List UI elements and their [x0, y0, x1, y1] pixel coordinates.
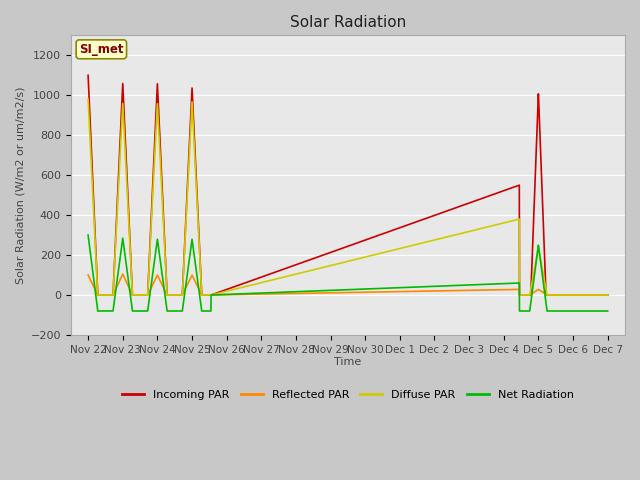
Line: Reflected PAR: Reflected PAR [88, 274, 608, 295]
Diffuse PAR [94, 292, 102, 298]
Net Radiation [84, 232, 92, 238]
Diffuse PAR [604, 292, 612, 298]
Reflected PAR [94, 292, 102, 298]
Incoming PAR [175, 292, 182, 298]
Net Radiation [284, 289, 291, 295]
Reflected PAR [307, 290, 314, 296]
Line: Incoming PAR: Incoming PAR [88, 75, 608, 295]
Net Radiation [604, 308, 612, 314]
Incoming PAR [604, 292, 612, 298]
Reflected PAR [604, 292, 612, 298]
Diffuse PAR [284, 273, 291, 279]
Legend: Incoming PAR, Reflected PAR, Diffuse PAR, Net Radiation: Incoming PAR, Reflected PAR, Diffuse PAR… [118, 385, 579, 404]
Incoming PAR [306, 257, 314, 263]
Incoming PAR [284, 265, 291, 271]
Diffuse PAR [306, 268, 314, 274]
Net Radiation [538, 267, 545, 273]
Incoming PAR [144, 292, 152, 298]
Incoming PAR [94, 292, 102, 298]
Diffuse PAR [594, 292, 602, 298]
Reflected PAR [284, 291, 292, 297]
Title: Solar Radiation: Solar Radiation [290, 15, 406, 30]
Diffuse PAR [144, 292, 152, 298]
Text: SI_met: SI_met [79, 43, 124, 56]
Reflected PAR [119, 271, 127, 277]
Diffuse PAR [84, 96, 92, 102]
Reflected PAR [175, 292, 182, 298]
Diffuse PAR [175, 292, 182, 298]
Line: Diffuse PAR: Diffuse PAR [88, 99, 608, 295]
Net Radiation [94, 308, 102, 314]
Y-axis label: Solar Radiation (W/m2 or um/m2/s): Solar Radiation (W/m2 or um/m2/s) [15, 86, 25, 284]
Line: Net Radiation: Net Radiation [88, 235, 608, 311]
Reflected PAR [144, 292, 152, 298]
Incoming PAR [538, 177, 545, 183]
Net Radiation [144, 308, 152, 314]
Reflected PAR [594, 292, 602, 298]
Reflected PAR [84, 272, 92, 278]
Incoming PAR [84, 72, 92, 78]
Diffuse PAR [538, 262, 545, 268]
Reflected PAR [538, 289, 546, 295]
Net Radiation [306, 288, 314, 294]
Incoming PAR [594, 292, 602, 298]
X-axis label: Time: Time [334, 358, 362, 368]
Net Radiation [175, 308, 182, 314]
Net Radiation [594, 308, 602, 314]
